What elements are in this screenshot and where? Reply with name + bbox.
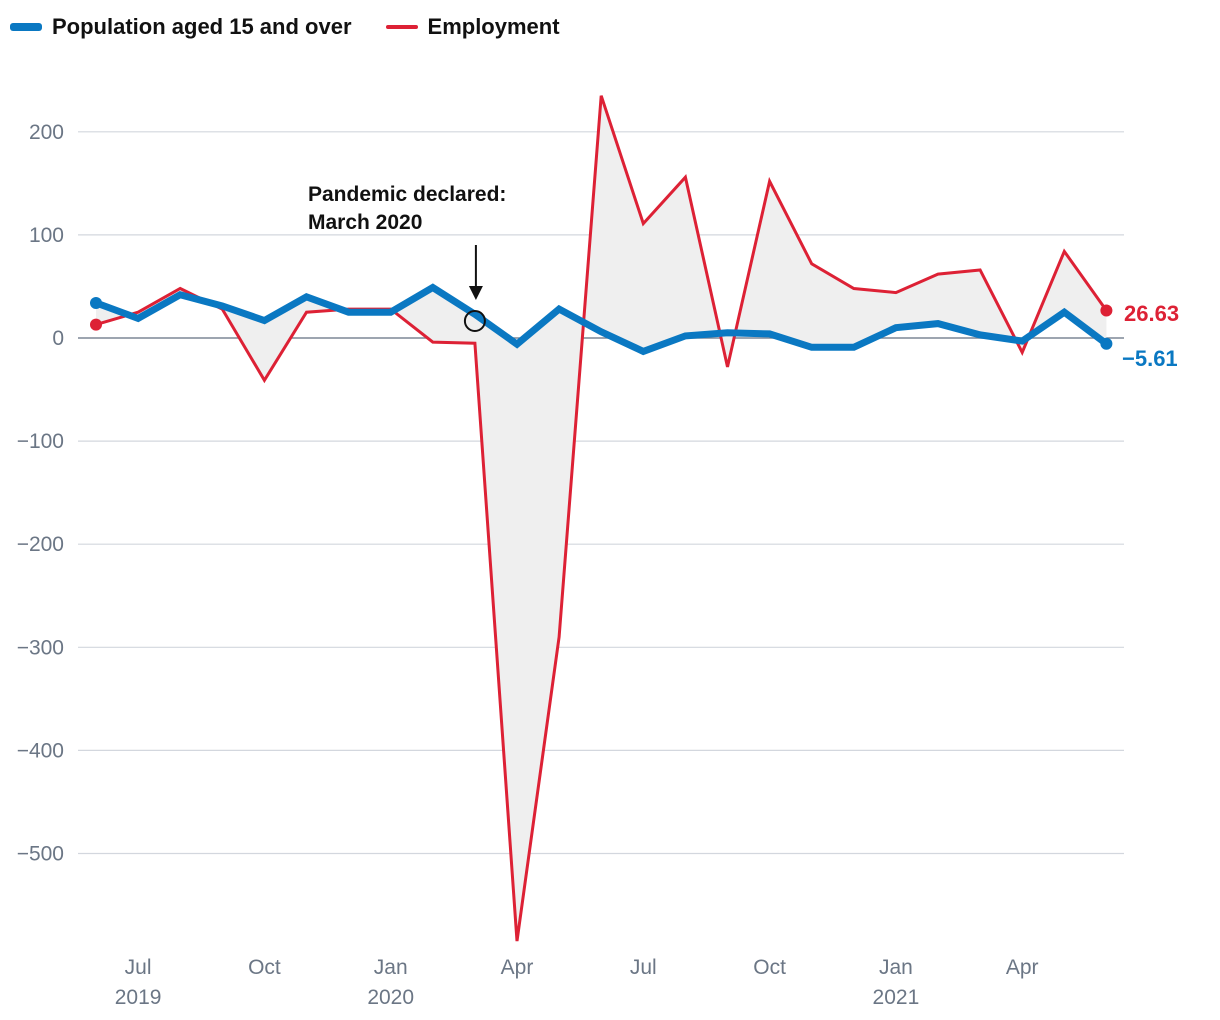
legend-item-employment[interactable]: Employment: [385, 14, 560, 40]
x-tick-year: 2020: [367, 986, 414, 1009]
series-line-population: [92, 283, 1110, 356]
difference-area: [96, 95, 1107, 942]
start-marker-population: [90, 296, 102, 309]
x-tick-label: Oct: [248, 956, 281, 979]
series-line-employment: [94, 95, 1108, 942]
x-tick-year: 2021: [873, 986, 920, 1009]
x-tick-label: Apr: [1006, 956, 1039, 979]
x-tick-label: Jul: [125, 956, 152, 979]
legend-label-employment: Employment: [427, 14, 560, 39]
y-tick-label: −400: [17, 739, 64, 762]
y-tick-label: −500: [17, 843, 64, 866]
arrow-down-icon: [468, 286, 483, 300]
x-tick-label: Apr: [501, 956, 534, 979]
y-tick-label: 100: [29, 224, 64, 247]
legend: Population aged 15 and over Employment: [10, 14, 594, 40]
end-label-population: −5.61: [1122, 346, 1178, 371]
series-lines: [90, 95, 1113, 942]
annotation-circle-marker: [463, 310, 486, 332]
x-tick-label: Oct: [753, 956, 786, 979]
x-tick-label: Jan: [879, 956, 913, 979]
legend-label-population: Population aged 15 and over: [52, 14, 352, 39]
end-labels: 26.63 −5.61: [1122, 301, 1179, 371]
x-tick-year: 2019: [115, 986, 162, 1009]
annotation-line1: Pandemic declared:: [308, 183, 506, 206]
y-tick-label: −300: [17, 636, 64, 659]
x-tick-label: Jul: [630, 956, 657, 979]
x-axis: Jul 2019 Oct Jan 2020 Apr Jul Oct Jan 2021 Apr: [115, 956, 1039, 1009]
start-marker-employment: [90, 318, 102, 331]
end-marker-employment: [1100, 304, 1113, 317]
legend-swatch-employment: [385, 25, 418, 29]
legend-swatch-population: [10, 23, 42, 31]
y-tick-label: −100: [17, 430, 64, 453]
y-tick-label: 200: [29, 121, 64, 144]
annotation: Pandemic declared: March 2020: [308, 183, 506, 332]
difference-fill: [96, 95, 1107, 942]
end-label-employment: 26.63: [1124, 301, 1179, 326]
y-tick-label: −200: [17, 533, 64, 556]
gridlines: 200 100 0 −100 −200 −300 −400 −500: [17, 121, 1124, 866]
legend-item-population[interactable]: Population aged 15 and over: [10, 14, 352, 40]
y-tick-label: 0: [52, 327, 64, 350]
x-tick-label: Jan: [374, 956, 408, 979]
end-marker-population: [1100, 337, 1113, 350]
annotation-line2: March 2020: [308, 211, 422, 234]
